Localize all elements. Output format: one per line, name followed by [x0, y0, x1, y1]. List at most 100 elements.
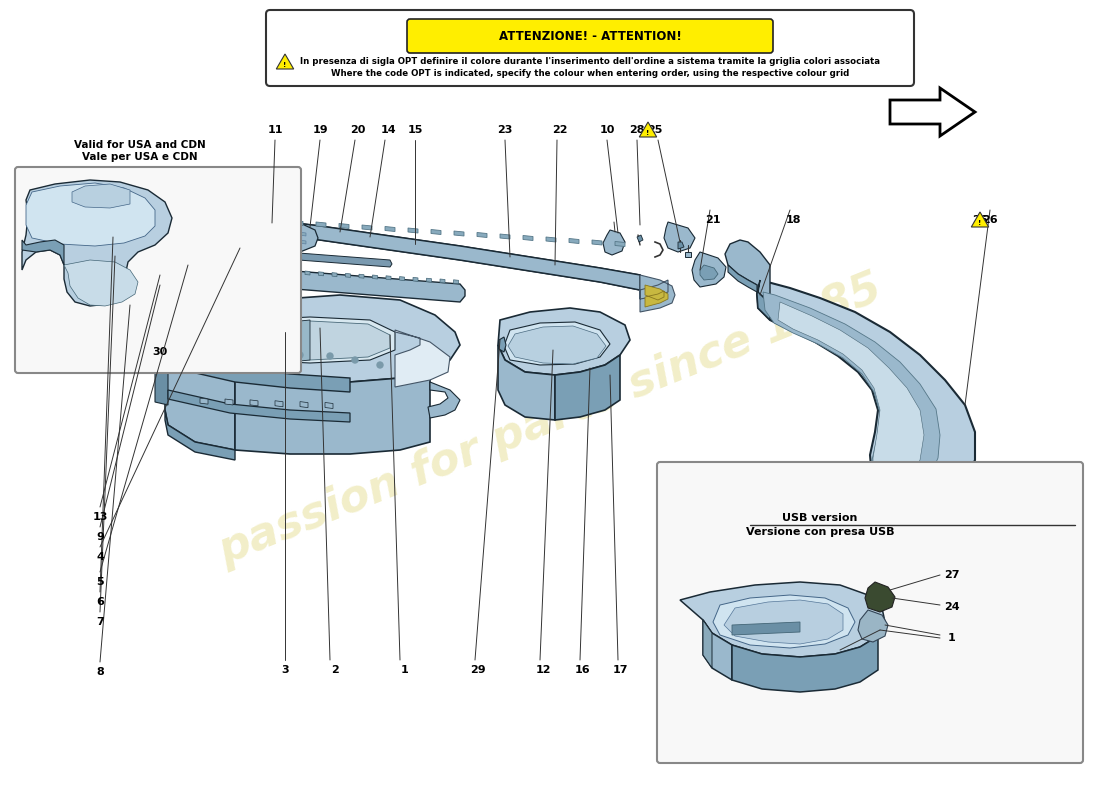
Polygon shape	[305, 271, 310, 275]
Polygon shape	[220, 321, 390, 360]
Polygon shape	[298, 240, 306, 244]
Text: 14: 14	[381, 125, 396, 135]
Polygon shape	[264, 269, 270, 273]
Polygon shape	[499, 337, 506, 352]
Polygon shape	[427, 278, 431, 282]
Polygon shape	[373, 275, 377, 279]
Polygon shape	[408, 228, 418, 233]
Polygon shape	[64, 260, 138, 306]
Text: 9: 9	[96, 532, 103, 542]
Polygon shape	[603, 230, 625, 255]
Polygon shape	[286, 232, 294, 236]
Circle shape	[327, 353, 333, 359]
Polygon shape	[763, 292, 940, 498]
Polygon shape	[290, 320, 310, 362]
Polygon shape	[116, 274, 122, 284]
Polygon shape	[197, 265, 202, 269]
Text: 18: 18	[785, 215, 801, 225]
Polygon shape	[286, 240, 294, 244]
Polygon shape	[165, 295, 460, 382]
Polygon shape	[645, 285, 668, 307]
Text: 3: 3	[282, 665, 289, 675]
Polygon shape	[362, 225, 372, 230]
Polygon shape	[504, 322, 610, 365]
Polygon shape	[431, 230, 441, 234]
Text: 8: 8	[96, 667, 103, 677]
Text: Valid for USA and CDN: Valid for USA and CDN	[74, 140, 206, 150]
Circle shape	[297, 352, 302, 358]
Text: 26: 26	[972, 215, 988, 225]
Text: 27: 27	[944, 570, 959, 580]
Polygon shape	[359, 274, 364, 278]
Polygon shape	[556, 355, 620, 420]
Text: 12: 12	[536, 665, 551, 675]
Text: 23: 23	[497, 125, 513, 135]
Text: 2: 2	[331, 665, 339, 675]
Text: 19: 19	[312, 125, 328, 135]
Polygon shape	[22, 240, 64, 265]
Polygon shape	[454, 231, 464, 236]
Text: !: !	[284, 62, 287, 68]
Polygon shape	[685, 252, 691, 257]
Text: 16: 16	[574, 665, 590, 675]
Polygon shape	[98, 302, 100, 314]
Text: Where the code OPT is indicated, specify the colour when entering order, using t: Where the code OPT is indicated, specify…	[331, 70, 849, 78]
Polygon shape	[316, 222, 326, 227]
Polygon shape	[890, 88, 975, 136]
Polygon shape	[72, 184, 130, 208]
FancyBboxPatch shape	[266, 10, 914, 86]
Polygon shape	[276, 54, 294, 69]
Polygon shape	[500, 234, 510, 239]
Polygon shape	[680, 582, 886, 657]
Polygon shape	[428, 382, 460, 418]
Text: USB version: USB version	[782, 513, 858, 523]
Polygon shape	[165, 410, 235, 460]
Polygon shape	[508, 326, 606, 364]
Polygon shape	[250, 400, 258, 406]
Polygon shape	[200, 398, 208, 404]
Polygon shape	[255, 200, 640, 290]
Polygon shape	[592, 240, 602, 245]
Text: 26: 26	[982, 215, 998, 225]
Text: 21: 21	[705, 215, 720, 225]
Text: 30: 30	[153, 347, 167, 357]
Polygon shape	[265, 218, 318, 252]
Polygon shape	[332, 273, 337, 277]
Polygon shape	[22, 180, 172, 306]
Polygon shape	[412, 278, 418, 282]
Polygon shape	[292, 270, 297, 274]
Polygon shape	[251, 268, 256, 272]
Text: 17: 17	[613, 665, 628, 675]
Polygon shape	[300, 402, 308, 408]
Polygon shape	[235, 370, 430, 454]
Polygon shape	[498, 345, 556, 420]
Polygon shape	[214, 317, 395, 363]
Polygon shape	[664, 222, 695, 252]
Polygon shape	[440, 279, 446, 283]
Polygon shape	[170, 263, 175, 267]
Polygon shape	[184, 264, 188, 268]
Polygon shape	[971, 212, 989, 227]
Polygon shape	[724, 600, 843, 644]
Polygon shape	[165, 352, 235, 450]
Polygon shape	[778, 302, 924, 493]
Polygon shape	[150, 260, 465, 302]
Text: !: !	[978, 220, 981, 226]
Text: ATTENZIONE! - ATTENTION!: ATTENZIONE! - ATTENTION!	[498, 30, 681, 42]
Polygon shape	[637, 235, 644, 242]
Polygon shape	[324, 402, 333, 409]
Polygon shape	[713, 595, 855, 648]
Text: 1: 1	[948, 633, 956, 643]
Text: 6: 6	[96, 597, 103, 607]
Polygon shape	[339, 223, 349, 229]
Circle shape	[352, 357, 358, 363]
Text: 11: 11	[267, 125, 283, 135]
Circle shape	[377, 362, 383, 368]
FancyBboxPatch shape	[15, 167, 301, 373]
Polygon shape	[165, 352, 350, 392]
Polygon shape	[640, 275, 675, 312]
Polygon shape	[477, 233, 487, 238]
Polygon shape	[615, 242, 625, 246]
Text: 25: 25	[647, 125, 662, 135]
Polygon shape	[226, 399, 233, 405]
